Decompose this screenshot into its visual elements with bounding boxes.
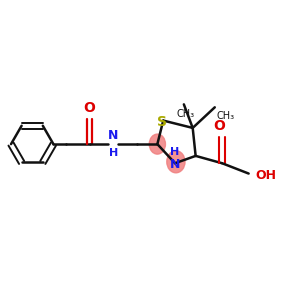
Ellipse shape [167, 151, 185, 173]
Text: N: N [170, 158, 180, 171]
Text: O: O [213, 119, 225, 133]
Text: N: N [108, 129, 119, 142]
Text: OH: OH [255, 169, 276, 182]
Text: CH₃: CH₃ [216, 111, 234, 122]
Text: CH₃: CH₃ [176, 109, 195, 119]
Text: S: S [158, 115, 167, 129]
Text: O: O [84, 101, 96, 115]
Text: H: H [170, 147, 180, 157]
Text: H: H [109, 148, 118, 158]
Ellipse shape [149, 134, 166, 154]
